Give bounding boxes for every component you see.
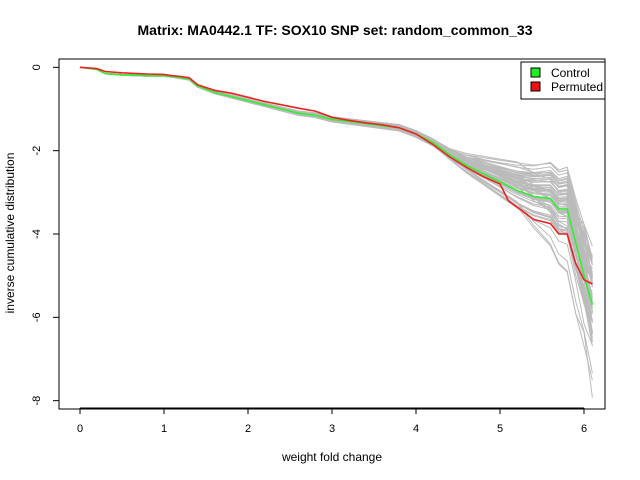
x-axis-label: weight fold change: [281, 450, 382, 464]
legend-label-1: Permuted: [551, 80, 603, 94]
y-tick-label-2: -4: [31, 229, 43, 239]
series-lines: [79, 66, 594, 306]
permutation-line-18: [79, 66, 593, 322]
permutation-line-34: [79, 66, 593, 280]
permutation-line-50: [79, 66, 593, 333]
y-tick-label-3: -6: [31, 312, 43, 322]
legend-swatch-0: [530, 67, 541, 78]
permutation-line-20: [79, 66, 593, 333]
x-axis: 0 1 2 3 4 5 6: [77, 407, 587, 435]
x-tick-label-1: 1: [161, 423, 167, 435]
y-axis-label: inverse cumulative distribution: [3, 153, 17, 314]
permutation-line-1: [79, 66, 593, 374]
permutation-line-36: [79, 66, 593, 381]
background-permutation-lines: [79, 66, 593, 398]
permutation-line-5: [79, 66, 593, 247]
chart-title: Matrix: MA0442.1 TF: SOX10 SNP set: rand…: [138, 22, 533, 38]
x-tick-label-5: 5: [497, 423, 503, 435]
y-tick-label-1: -2: [31, 146, 43, 156]
permutation-line-42: [79, 66, 593, 266]
x-tick-label-2: 2: [245, 423, 251, 435]
permutation-line-4: [79, 66, 593, 398]
plot-frame: [58, 58, 606, 410]
permutation-line-43: [79, 66, 593, 262]
y-axis: 0 -2 -4 -6 -8: [31, 64, 60, 406]
permutation-line-28: [79, 66, 593, 259]
x-tick-label-3: 3: [329, 423, 335, 435]
permutation-line-56: [79, 66, 593, 269]
permutation-line-38: [79, 66, 593, 265]
permutation-line-55: [79, 66, 593, 260]
x-tick-label-0: 0: [77, 423, 83, 435]
permutation-line-11: [79, 66, 593, 324]
series-line-1: [79, 66, 593, 285]
y-tick-label-4: -8: [31, 396, 43, 406]
permutation-line-35: [79, 66, 593, 333]
permutation-line-30: [79, 66, 593, 343]
series-line-0: [79, 66, 594, 306]
permutation-line-10: [79, 66, 593, 272]
legend-swatch-1: [530, 81, 541, 92]
x-tick-label-6: 6: [581, 423, 587, 435]
x-tick-label-4: 4: [413, 423, 419, 435]
y-tick-label-0: 0: [31, 64, 43, 70]
legend-label-0: Control: [551, 66, 590, 80]
permutation-line-25: [79, 66, 593, 322]
permutation-line-54: [79, 66, 593, 278]
